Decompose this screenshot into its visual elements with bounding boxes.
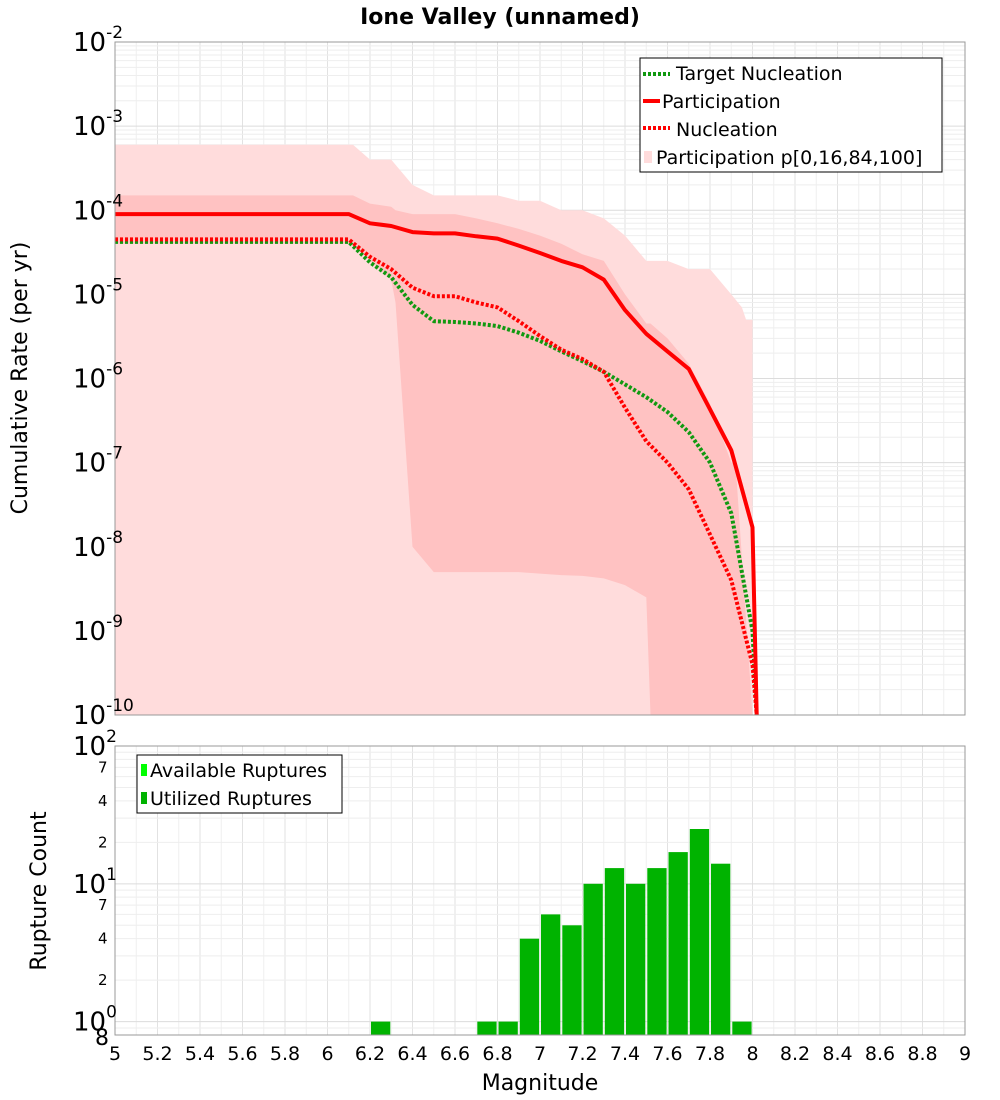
legend-label-band: Participation p[0,16,84,100] — [656, 147, 922, 169]
x-tick-label: 5 — [109, 1043, 121, 1065]
rate-plot-frame — [114, 41, 966, 716]
rupture-bar — [371, 1021, 391, 1035]
y-tick-label: 4 — [98, 930, 108, 948]
x-tick-label: 5.8 — [270, 1043, 300, 1065]
x-tick-label: 8.2 — [780, 1043, 810, 1065]
x-tick-label: 8.8 — [907, 1043, 937, 1065]
x-tick-label: 7.4 — [610, 1043, 640, 1065]
x-tick-label: 6.4 — [397, 1043, 427, 1065]
x-tick-label: 7 — [534, 1043, 546, 1065]
count-legend-box — [136, 754, 343, 814]
series-line-participation — [115, 212, 759, 716]
rate-legend-box — [639, 57, 943, 173]
y-tick-label: 4 — [98, 792, 108, 810]
x-tick-label: 8 — [746, 1043, 758, 1065]
chart-title: Ione Valley (unnamed) — [360, 5, 640, 30]
legend-swatch-band — [644, 151, 652, 163]
x-tick-label: 6.8 — [482, 1043, 512, 1065]
x-tick-label: 7.8 — [695, 1043, 725, 1065]
x-tick-label: 5.2 — [142, 1043, 172, 1065]
rupture-bar — [626, 883, 646, 1035]
rupture-bar — [689, 829, 710, 1035]
magnitude-x-ticks: 5 5.2 5.4 5.6 5.8 6 6.2 6.4 6.6 6.8 7 7.2 7.4 7.6 7.8 8… — [109, 1043, 971, 1065]
x-tick-label: 6.6 — [440, 1043, 470, 1065]
rupture-bar — [541, 914, 561, 1035]
rupture-bar — [647, 868, 667, 1035]
legend-label-target-nucleation: Target Nucleation — [675, 63, 843, 85]
x-tick-label: 8.6 — [865, 1043, 895, 1065]
rate-y-axis-label: Cumulative Rate (per yr) — [8, 242, 33, 515]
x-tick-label: 7.2 — [567, 1043, 597, 1065]
y-tick-label: 2 — [98, 833, 108, 851]
rupture-bar — [498, 1021, 518, 1035]
series-line-target-nucleation — [115, 239, 759, 716]
y-tick-label: 7 — [98, 896, 108, 914]
x-tick-label: 9 — [959, 1043, 971, 1065]
y-tick-label: 7 — [98, 758, 108, 776]
rupture-bar — [519, 938, 540, 1035]
count-y-axis-label: Rupture Count — [27, 811, 52, 971]
x-tick-label: 8.4 — [822, 1043, 852, 1065]
legend-label-nucleation: Nucleation — [676, 119, 778, 141]
series-line-nucleation — [115, 237, 759, 716]
rupture-bar — [477, 1021, 497, 1035]
legend-label-participation: Participation — [662, 91, 781, 113]
y-tick-label: 10-8 — [73, 528, 123, 563]
x-tick-label: 5.6 — [227, 1043, 257, 1065]
count-grid — [115, 746, 966, 1035]
rupture-bar — [668, 852, 688, 1035]
band-inner — [115, 195, 753, 715]
x-tick-label: 6.2 — [355, 1043, 385, 1065]
x-tick-label: 6 — [321, 1043, 333, 1065]
rupture-bar — [604, 868, 625, 1035]
y-tick-label: 100 — [73, 1003, 117, 1038]
count-plot-frame — [114, 745, 966, 1036]
x-tick-label: 5.4 — [185, 1043, 215, 1065]
rupture-bar — [562, 925, 582, 1035]
legend-label-utilized: Utilized Ruptures — [150, 788, 312, 810]
y-tick-label: 101 — [73, 865, 117, 900]
rupture-bar — [583, 883, 603, 1035]
y-tick-label: 102 — [73, 727, 117, 762]
y-tick-label: 10-10 — [73, 696, 134, 731]
count-bars — [371, 829, 752, 1035]
rate-legend: Target Nucleation Participation Nucleati… — [639, 57, 943, 173]
count-legend: Available Ruptures Utilized Ruptures — [136, 754, 343, 814]
x-tick-label: 7.6 — [652, 1043, 682, 1065]
participation-bands — [115, 144, 753, 716]
legend-swatch-utilized — [141, 792, 147, 804]
rupture-bar — [732, 1021, 752, 1035]
legend-swatch-available — [141, 764, 147, 776]
legend-label-available: Available Ruptures — [150, 760, 327, 782]
rate-chart: Ione Valley (unnamed) 10-210-310-410-510… — [8, 5, 966, 731]
rupture-bar — [711, 863, 731, 1035]
y-tick-label: 8 — [95, 1026, 109, 1051]
x-axis-label: Magnitude — [482, 1071, 599, 1096]
rate-series-lines — [115, 212, 759, 716]
y-tick-label: 2 — [98, 971, 108, 989]
